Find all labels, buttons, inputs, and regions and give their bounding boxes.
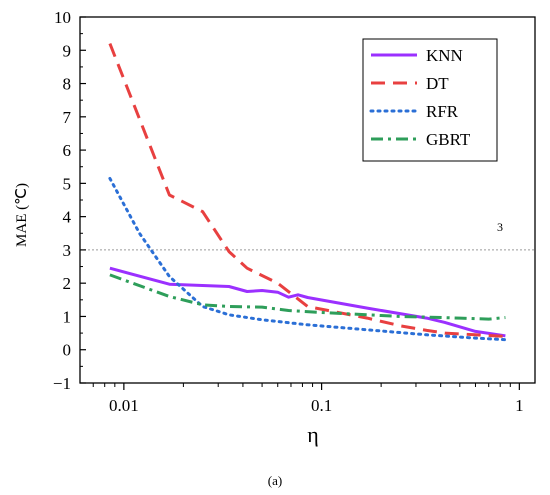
y-tick-label: −1 <box>53 374 71 393</box>
y-tick-label: 1 <box>63 307 72 326</box>
y-tick-label: 9 <box>63 41 72 60</box>
x-axis-label: η <box>307 422 319 447</box>
series-line-rfr <box>108 176 507 342</box>
series-line-knn <box>109 266 506 338</box>
y-tick-label: 3 <box>63 241 72 260</box>
legend: KNN DT RFR GBRT <box>362 38 498 162</box>
y-tick-label: 5 <box>63 174 72 193</box>
y-tick-label: 6 <box>63 141 72 160</box>
y-tick-label: 10 <box>54 8 71 27</box>
x-tick-label: 1 <box>515 396 524 415</box>
series-layer <box>108 43 507 342</box>
series-line-gbrt <box>109 273 506 321</box>
y-tick-label: 7 <box>63 108 72 127</box>
legend-box <box>362 38 498 162</box>
figure-caption: (a) <box>268 473 282 488</box>
y-axis-label: MAE (℃) <box>14 183 30 247</box>
plot-area: 3 −1 0 1 2 3 4 5 6 7 8 9 10 0.01 0.1 1 <box>53 8 536 415</box>
x-tick-label: 0.1 <box>311 396 332 415</box>
legend-label-rfr: RFR <box>426 102 459 121</box>
y-tick-label: 8 <box>63 75 72 94</box>
y-tick-label: 0 <box>63 341 72 360</box>
legend-label-dt: DT <box>426 74 449 93</box>
y-tick-label: 4 <box>63 208 72 227</box>
y-tick-label: 2 <box>63 274 72 293</box>
x-tick-label: 0.01 <box>109 396 139 415</box>
legend-label-gbrt: GBRT <box>426 130 471 149</box>
reference-line-label: 3 <box>497 220 503 234</box>
series-line-dt <box>108 43 506 338</box>
legend-label-knn: KNN <box>426 46 463 65</box>
